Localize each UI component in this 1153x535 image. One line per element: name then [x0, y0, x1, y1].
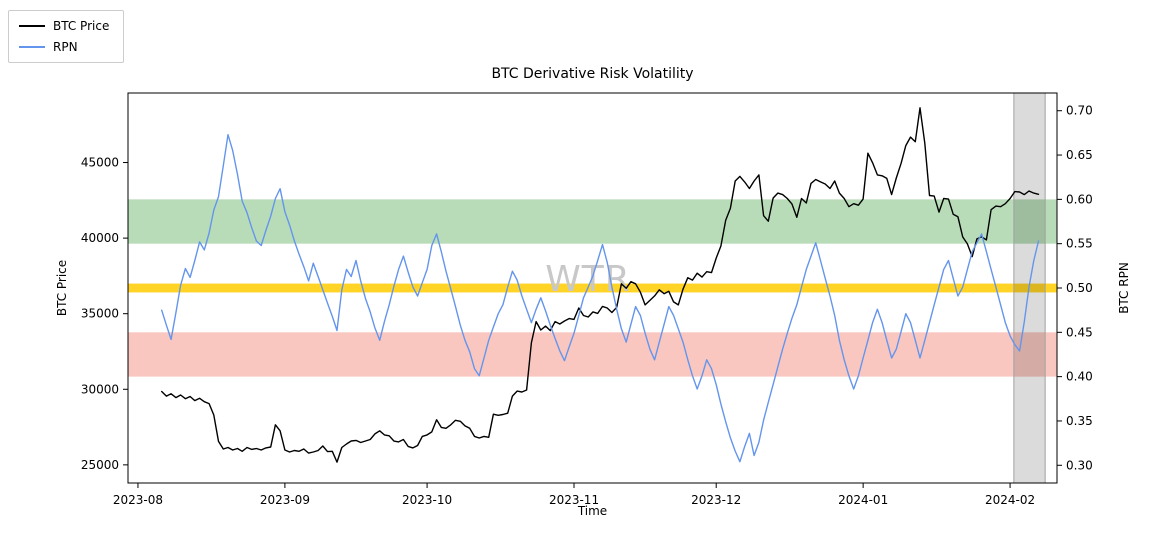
time-tick-label: 2023-12	[691, 493, 741, 507]
legend-item-rpn: RPN	[19, 40, 109, 54]
legend-item-btc-price: BTC Price	[19, 19, 109, 33]
rpn-tick-label: 0.50	[1066, 281, 1093, 295]
band-yellow-line	[128, 283, 1057, 293]
rpn-tick-label: 0.70	[1066, 104, 1093, 118]
time-tick-label: 2023-11	[549, 493, 599, 507]
rpn-tick-label: 0.65	[1066, 148, 1093, 162]
series-lines	[160, 107, 1040, 463]
rpn-tick-label: 0.30	[1066, 458, 1093, 472]
band-green-zone	[128, 199, 1057, 244]
time-tick-label: 2023-09	[260, 493, 310, 507]
price-tick-label: 30000	[81, 382, 119, 396]
rpn-tick-label: 0.35	[1066, 414, 1093, 428]
series-line-rpn	[160, 133, 1040, 463]
risk-bands	[128, 199, 1057, 377]
band-red-zone	[128, 332, 1057, 377]
watermark-text: WTR	[545, 259, 631, 300]
rpn-tick-label: 0.45	[1066, 325, 1093, 339]
rpn-tick-label: 0.60	[1066, 192, 1093, 206]
btc-price-line-swatch	[19, 25, 45, 27]
chart-title: BTC Derivative Risk Volatility	[491, 66, 694, 82]
price-tick-label: 40000	[81, 231, 119, 245]
time-tick-label: 2024-01	[838, 493, 888, 507]
series-line-btc-price	[160, 107, 1040, 463]
rpn-line-swatch	[19, 46, 45, 48]
time-tick-label: 2023-10	[402, 493, 452, 507]
legend: BTC Price RPN	[8, 10, 125, 63]
time-tick-label: 2024-02	[985, 493, 1035, 507]
x-axis-label: Time	[577, 504, 608, 518]
price-tick-label: 45000	[81, 156, 119, 170]
rpn-tick-label: 0.55	[1066, 237, 1093, 251]
price-tick-label: 25000	[81, 458, 119, 472]
price-tick-label: 35000	[81, 307, 119, 321]
time-tick-label: 2023-08	[113, 493, 163, 507]
rpn-tick-label: 0.40	[1066, 370, 1093, 384]
axes: 25000 30000 35000 40000 45000 0.30 0.35 0.40 0.4…	[81, 92, 1093, 507]
legend-label-btc-price: BTC Price	[53, 19, 110, 33]
legend-label-rpn: RPN	[53, 40, 78, 54]
